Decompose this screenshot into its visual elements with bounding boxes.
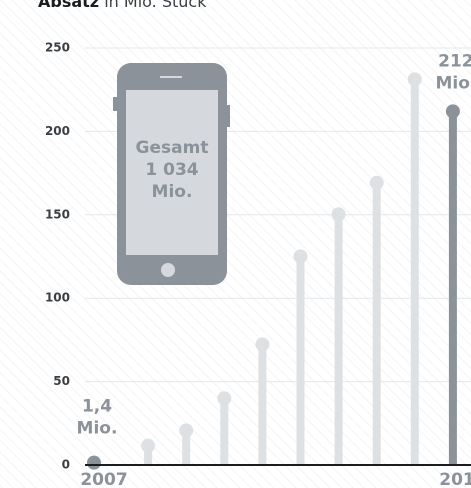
dot: [179, 423, 194, 438]
data-label-line: 1,4: [82, 397, 112, 417]
y-tick-label: 50: [53, 374, 70, 388]
dot: [87, 455, 101, 470]
dot: [293, 249, 308, 264]
y-tick-label: 200: [45, 124, 70, 138]
x-tick-label: 2016: [439, 470, 471, 488]
phone-button: [113, 97, 117, 111]
y-tick-label: 0: [62, 458, 70, 472]
annotation: Mio.: [152, 182, 193, 202]
phone: Gesamt 1 034 Mio.: [113, 63, 230, 285]
dot: [369, 175, 384, 190]
dot: [255, 337, 270, 352]
data-label-line: Mio.: [77, 419, 118, 439]
data-label: 1,4 Mio.: [77, 397, 118, 439]
dot: [141, 438, 156, 453]
phone-screen: [126, 90, 218, 255]
x-tick-label: 2007: [80, 470, 127, 488]
dot: [331, 207, 346, 222]
data-label-line: 212: [438, 51, 471, 71]
y-tick-label: 150: [45, 207, 70, 221]
annotation: Gesamt: [136, 138, 209, 158]
data-label-line: Mio.: [435, 73, 471, 93]
dot: [445, 104, 460, 119]
subtitle: in Mio. Stück: [104, 0, 207, 11]
annotation: 1 034: [145, 160, 198, 180]
title-bold: Absatz: [38, 0, 99, 11]
y-tick-label: 100: [45, 291, 70, 305]
title: Absatz in Mio. Stück: [38, 0, 207, 11]
phone-button: [227, 105, 230, 127]
phone-home: [161, 263, 175, 277]
dot: [217, 391, 232, 406]
y-tick-label: 250: [45, 41, 70, 55]
dot: [407, 72, 422, 87]
